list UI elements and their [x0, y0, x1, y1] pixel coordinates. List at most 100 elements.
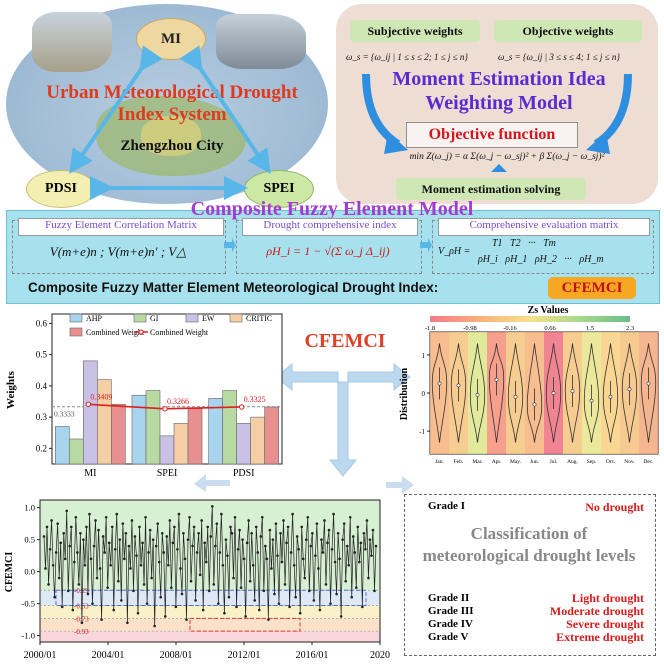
cfemci-point [207, 589, 211, 593]
cfemci-point [101, 535, 105, 538]
cfemci-point [201, 608, 205, 612]
left-curve-arrowhead [384, 132, 408, 154]
cfemci-point [338, 557, 341, 561]
cfemci-series [42, 505, 378, 628]
moment-solving-box: Moment estimation solving [396, 178, 586, 200]
cfemci-point [195, 551, 199, 554]
arrow-mi-pdsi [69, 45, 163, 174]
cfemci-point [306, 515, 310, 519]
right-curve-arrow [593, 73, 632, 148]
cfemci-point [244, 615, 247, 618]
cfemci-point [150, 576, 153, 580]
cfemci-point [57, 576, 61, 580]
cfemci-point [229, 525, 232, 529]
cfemci-point [333, 560, 337, 564]
violin-median [608, 394, 613, 399]
cfemci-point [226, 554, 229, 557]
cfemci-point [185, 618, 188, 621]
cfemci-point [167, 563, 170, 567]
cfemci-point [98, 567, 102, 570]
cfemci-line-chart: -0.29-0.53-0.73-0.93 -1.0-0.50.00.51.020… [4, 499, 390, 661]
composite-arrows [224, 238, 432, 252]
violin [507, 343, 524, 443]
correlation-title: Fuzzy Element Correlation Matrix [18, 218, 224, 236]
violin [621, 343, 638, 443]
cfemci-point [153, 624, 156, 628]
cfemci-point [112, 608, 116, 612]
violin-median [551, 391, 556, 395]
cfemci-point [273, 592, 276, 596]
line-ytick-label: -0.5 [22, 599, 35, 609]
cfemci-point [247, 519, 250, 522]
cfemci-point [347, 563, 351, 567]
cfemci-point [358, 560, 361, 564]
violin [526, 343, 543, 443]
cfemci-point [44, 567, 47, 570]
cfemci-point [286, 525, 290, 529]
cfemci-point [179, 567, 182, 570]
bar-ytick-label: 0.6 [36, 318, 48, 328]
grade-panel-title-line2: meteorological drought levels [422, 546, 636, 565]
cfemci-point [89, 557, 93, 561]
cfemci-point [251, 563, 255, 567]
cfemci-point [220, 512, 223, 516]
cfemci-point [66, 589, 70, 593]
severe-drought-highlight [189, 617, 301, 632]
cfemci-point [113, 547, 117, 551]
weighting-title-line1: Moment Estimation Idea [392, 68, 606, 90]
cfemci-point [365, 519, 369, 522]
cfemci-point [116, 579, 120, 583]
grade-1-label: Grade I [428, 500, 465, 512]
weighting-title-line2: Weighting Model [425, 92, 573, 114]
cfemci-point [227, 595, 231, 599]
mi-label: MI [161, 30, 181, 47]
bar-ytick-label: 0.5 [36, 350, 48, 360]
cfemci-point [145, 602, 149, 605]
cfemci-point [301, 557, 305, 561]
colorbar [430, 316, 630, 322]
cfemci-point [82, 538, 85, 541]
grade-panel-title-line1: Classification of [470, 524, 588, 543]
cfemci-point [295, 535, 299, 538]
bar-category-label: MI [84, 468, 96, 479]
cfemci-point [148, 528, 152, 532]
cfemci-point [332, 512, 335, 516]
cfemci-point [74, 515, 78, 519]
cfemci-point [317, 567, 320, 570]
cfemci-point [56, 522, 59, 525]
cfemci-point [91, 602, 94, 605]
cfemci-point [97, 528, 100, 532]
bar-legend: AHP GI EW CRITIC Combined Weight Combined Wei… [69, 313, 272, 337]
cfemci-point [73, 560, 76, 564]
left-curve-arrow [362, 73, 401, 148]
cfemci-point [132, 589, 135, 593]
combined-weight-label: 0.3409 [90, 392, 112, 401]
cfemci-point [312, 599, 316, 602]
cfemci-point [314, 554, 317, 557]
cfemci-point [130, 519, 134, 522]
cfemci-point [330, 547, 334, 551]
cfemci-point [144, 515, 147, 519]
cfemci-point [232, 576, 235, 580]
month-label: Oct. [606, 459, 616, 465]
cfemci-point [214, 544, 217, 548]
cfemci-point [177, 512, 181, 516]
cfemci-point [327, 528, 331, 532]
cfemci-point [121, 522, 125, 525]
cfemci-point [59, 541, 62, 545]
bar-ahp [131, 394, 147, 465]
legend-marker [138, 329, 144, 335]
cfemci-point [200, 519, 203, 522]
cfemci-point [374, 544, 378, 548]
cfemci-point [85, 525, 88, 529]
line-ytick-label: -1.0 [22, 631, 35, 641]
violin [583, 343, 600, 443]
spei-node: SPEI [244, 170, 314, 208]
cfemci-point [277, 602, 281, 605]
cfemci-point [80, 621, 84, 625]
cfemci-point [77, 583, 81, 586]
cfemci-point [115, 512, 119, 516]
evaluation-label: V_ρH = [438, 246, 471, 257]
grade-2-level: Light drought [571, 591, 644, 605]
bar-critic [173, 423, 189, 465]
